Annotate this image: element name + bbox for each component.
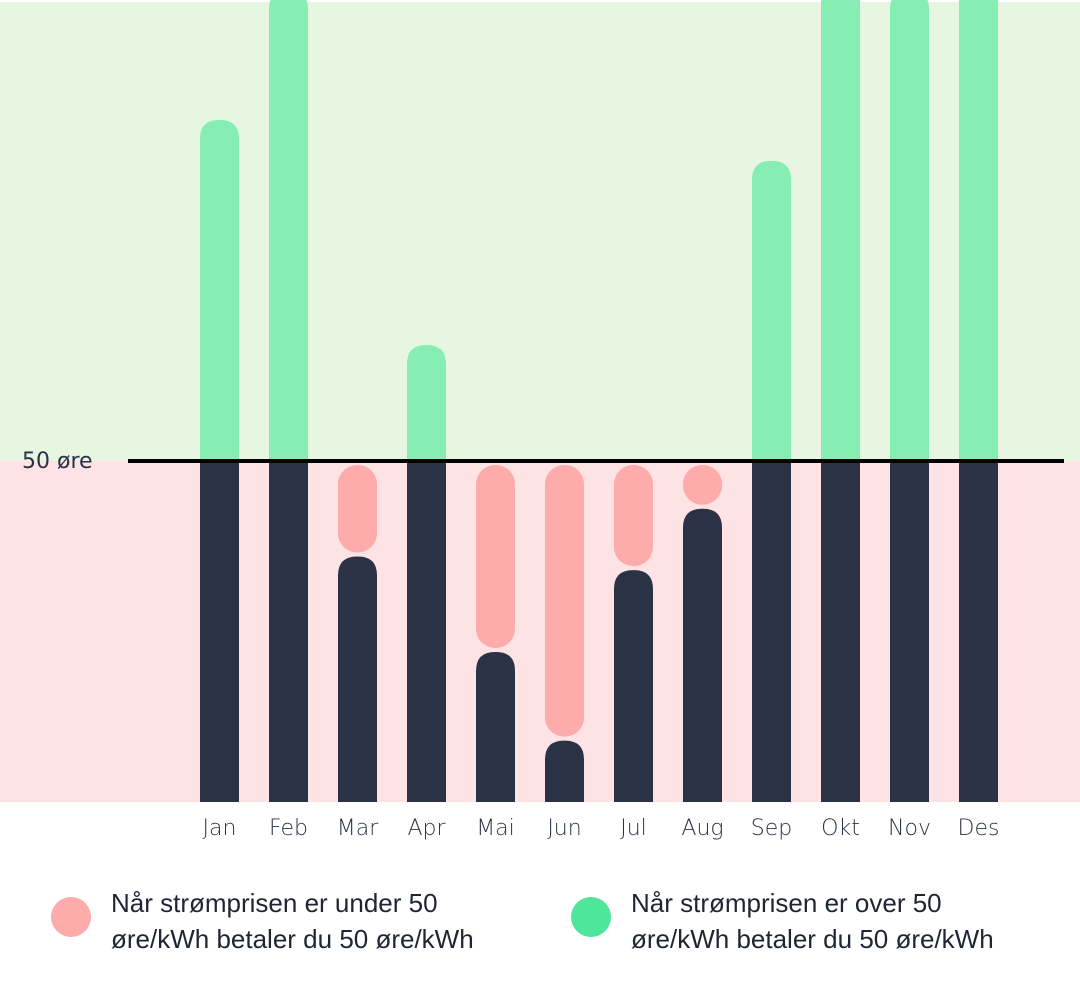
legend-text-under-line1: Når strømprisen er under 50	[111, 888, 438, 918]
x-tick-label: Nov	[888, 816, 931, 841]
threshold-label: 50 øre	[22, 449, 93, 474]
x-tick-label: Sep	[751, 816, 792, 841]
x-tick-label: Jan	[203, 816, 237, 841]
bar-price-jan	[200, 461, 239, 802]
bar-over-des	[959, 0, 998, 461]
legend-text-over-line1: Når strømprisen er over 50	[631, 888, 942, 918]
legend-text-under-line2: øre/kWh betaler du 50 øre/kWh	[111, 924, 474, 954]
bar-price-mai	[476, 651, 515, 802]
legend-item-under: Når strømprisen er under 50 øre/kWh beta…	[51, 885, 551, 957]
bar-over-sep	[752, 160, 791, 462]
bar-price-jul	[614, 570, 653, 802]
legend-dot-under	[51, 897, 91, 937]
bar-under-mar	[338, 465, 377, 553]
bars-group	[200, 0, 998, 802]
x-tick-label: Jul	[620, 816, 647, 841]
legend-text-over: Når strømprisen er over 50 øre/kWh betal…	[631, 885, 1071, 957]
bar-price-sep	[752, 461, 791, 802]
bar-over-feb	[269, 0, 308, 461]
bar-under-jul	[614, 465, 653, 567]
chart: 50 øre Jan Feb Mar Apr Mai Jun Jul Aug Sep Okt Nov…	[0, 0, 1080, 841]
bar-under-aug	[683, 465, 722, 505]
bar-price-jun	[545, 740, 584, 802]
legend-dot-over	[571, 897, 611, 937]
bar-price-okt	[821, 461, 860, 802]
x-tick-label: Feb	[269, 816, 308, 841]
bar-price-apr	[407, 461, 446, 802]
x-tick-label: Aug	[681, 816, 723, 841]
bar-price-aug	[683, 508, 722, 802]
bar-over-okt	[821, 0, 860, 461]
bar-price-feb	[269, 461, 308, 802]
x-tick-label: Jun	[547, 816, 581, 841]
bar-over-jan	[200, 120, 239, 461]
x-axis-ticks: Jan Feb Mar Apr Mai Jun Jul Aug Sep Okt Nov Des	[203, 816, 1000, 841]
x-tick-label: Mai	[476, 816, 515, 841]
x-tick-label: Mar	[337, 816, 379, 841]
bar-price-mar	[338, 556, 377, 802]
bar-over-nov	[890, 0, 929, 461]
bar-under-mai	[476, 465, 515, 648]
bar-price-nov	[890, 461, 929, 802]
legend-text-over-line2: øre/kWh betaler du 50 øre/kWh	[631, 924, 994, 954]
x-tick-label: Okt	[821, 816, 860, 841]
bar-over-apr	[407, 345, 446, 461]
x-tick-label: Apr	[407, 816, 446, 841]
legend-item-over: Når strømprisen er over 50 øre/kWh betal…	[571, 885, 1071, 957]
bar-price-des	[959, 461, 998, 802]
bar-under-jun	[545, 465, 584, 737]
x-tick-label: Des	[958, 816, 1000, 841]
legend-text-under: Når strømprisen er under 50 øre/kWh beta…	[111, 885, 551, 957]
